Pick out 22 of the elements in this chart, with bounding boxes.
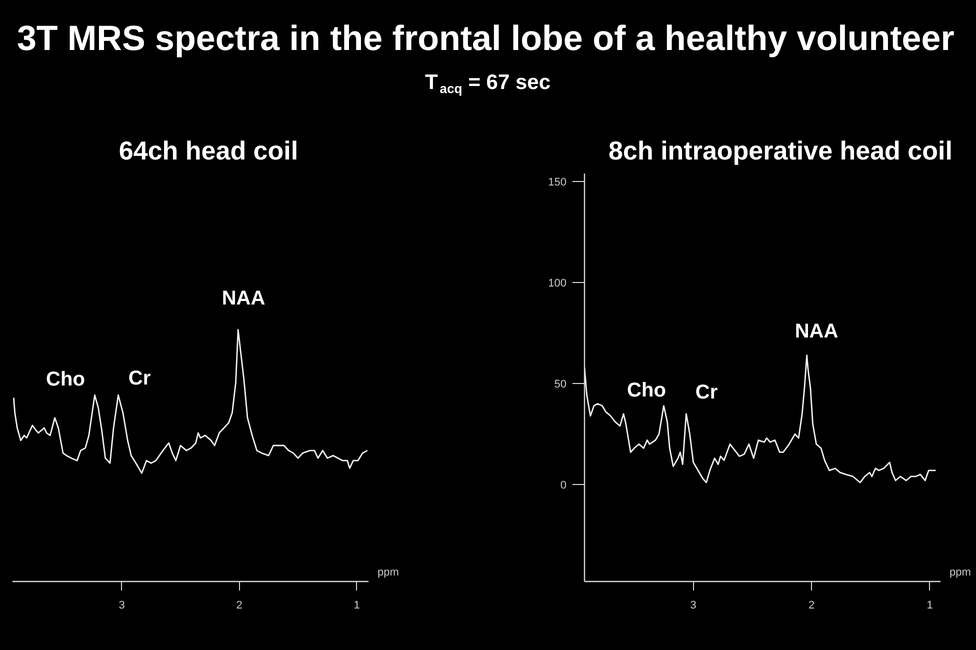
x-tick-label: 2 <box>808 600 815 612</box>
annotation: Cr <box>695 382 718 404</box>
y-tick-label: 100 <box>548 278 567 290</box>
text: 3T MRS spectra in the frontal lobe of a healthy volunteer <box>16 19 955 58</box>
line-series <box>584 354 936 484</box>
x-tick-label: 1 <box>354 600 360 612</box>
x-tick-label: 3 <box>118 600 125 612</box>
annotation: NAA <box>794 320 838 342</box>
chart-title: 8ch intraoperative head coil <box>608 136 952 166</box>
x-axis-title: ppm <box>378 566 399 578</box>
x-tick-label: 3 <box>690 600 696 612</box>
y-tick-label: 150 <box>548 176 567 189</box>
annotation: Cho <box>627 380 666 402</box>
annotation: Cho <box>46 368 85 390</box>
x-axis-title: ppm <box>950 566 971 578</box>
x-tick-label: 1 <box>926 600 933 612</box>
annotation: Cr <box>128 368 151 390</box>
text: NAA <box>222 288 266 310</box>
y-tick-label: 50 <box>554 378 567 391</box>
x-tick-label: 2 <box>236 600 242 612</box>
chart-title: 64ch head coil <box>118 136 298 166</box>
y-tick-label: 0 <box>560 480 567 492</box>
